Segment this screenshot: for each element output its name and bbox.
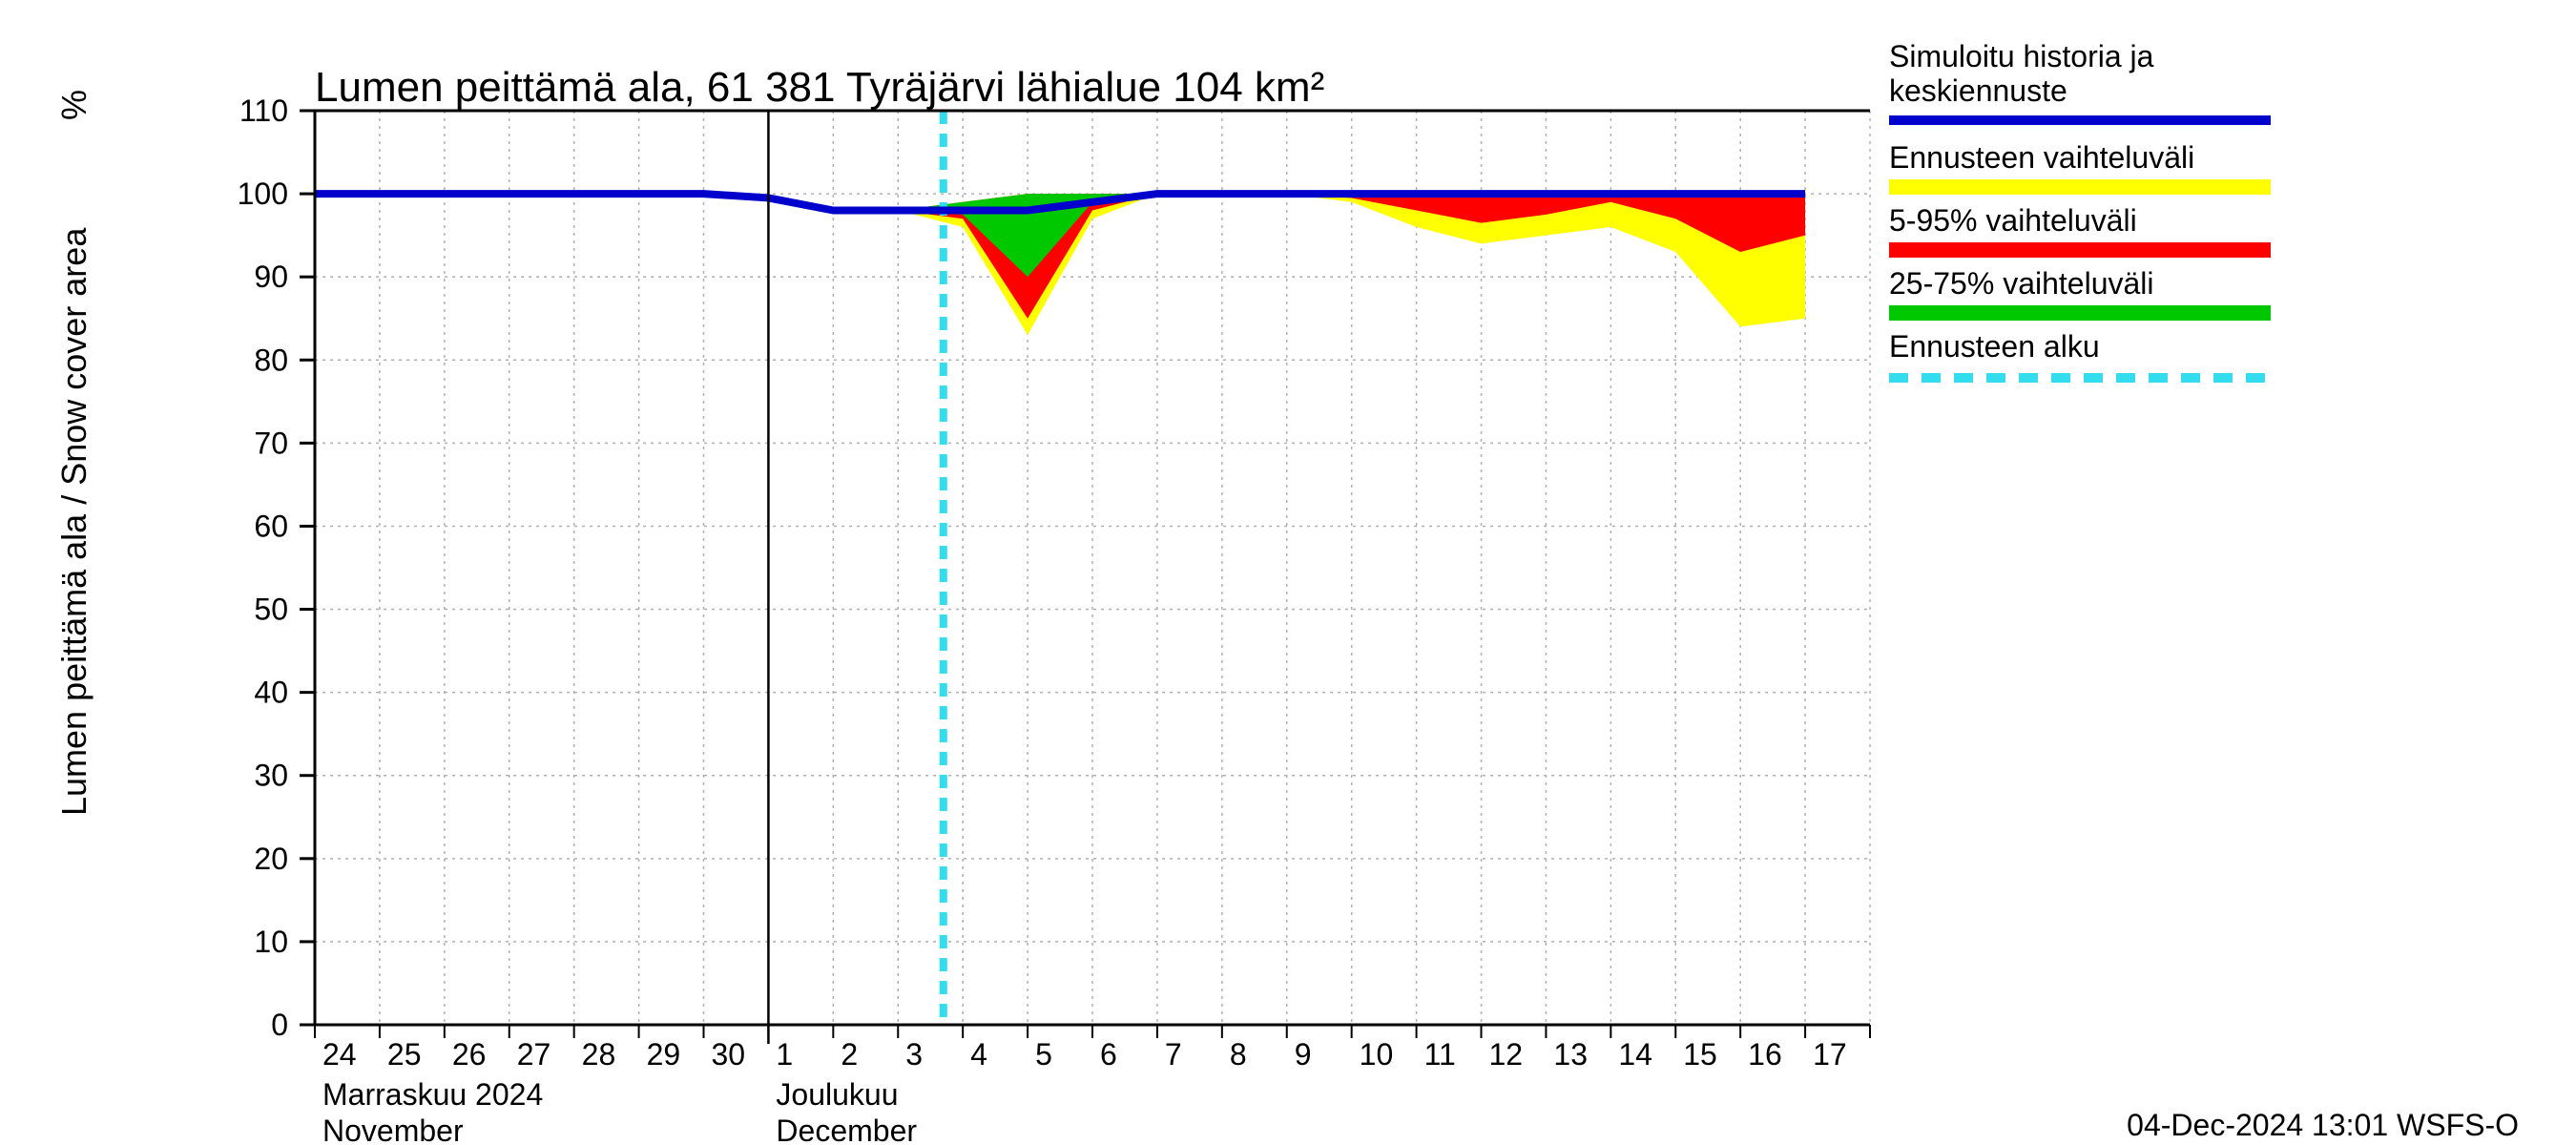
legend-red-label: 5-95% vaihteluväli bbox=[1889, 203, 2137, 238]
x-day-label: 16 bbox=[1748, 1037, 1782, 1072]
x-day-label: 1 bbox=[776, 1037, 793, 1072]
x-day-label: 26 bbox=[452, 1037, 487, 1072]
y-tick-label: 50 bbox=[254, 593, 288, 627]
month-label-en: December bbox=[776, 1114, 917, 1145]
x-day-label: 24 bbox=[322, 1037, 357, 1072]
x-day-label: 15 bbox=[1683, 1037, 1717, 1072]
y-tick-label: 80 bbox=[254, 343, 288, 377]
legend-forecast-label: Ennusteen alku bbox=[1889, 329, 2100, 364]
x-day-label: 8 bbox=[1230, 1037, 1247, 1072]
footer-timestamp: 04-Dec-2024 13:01 WSFS-O bbox=[2127, 1108, 2519, 1142]
legend-yellow-swatch bbox=[1889, 179, 2271, 195]
x-day-label: 3 bbox=[905, 1037, 923, 1072]
month-label-fi: Marraskuu 2024 bbox=[322, 1077, 543, 1112]
y-axis-unit: % bbox=[54, 90, 93, 120]
x-day-label: 17 bbox=[1813, 1037, 1847, 1072]
y-tick-label: 60 bbox=[254, 509, 288, 543]
x-day-label: 13 bbox=[1553, 1037, 1588, 1072]
y-tick-label: 110 bbox=[239, 94, 288, 128]
y-axis-label: Lumen peittämä ala / Snow cover area bbox=[54, 227, 93, 816]
legend-green-swatch bbox=[1889, 305, 2271, 321]
x-day-label: 4 bbox=[970, 1037, 987, 1072]
month-label-fi: Joulukuu bbox=[776, 1077, 898, 1112]
month-label-en: November bbox=[322, 1114, 464, 1145]
x-day-label: 6 bbox=[1100, 1037, 1117, 1072]
legend-green-label: 25-75% vaihteluväli bbox=[1889, 266, 2154, 301]
x-day-label: 7 bbox=[1165, 1037, 1182, 1072]
x-day-label: 30 bbox=[712, 1037, 746, 1072]
y-tick-label: 90 bbox=[254, 260, 288, 294]
y-tick-label: 30 bbox=[254, 759, 288, 793]
x-day-label: 10 bbox=[1360, 1037, 1394, 1072]
x-day-label: 2 bbox=[841, 1037, 858, 1072]
y-tick-label: 40 bbox=[254, 676, 288, 710]
x-day-label: 25 bbox=[387, 1037, 422, 1072]
x-day-label: 12 bbox=[1489, 1037, 1524, 1072]
chart-title: Lumen peittämä ala, 61 381 Tyräjärvi läh… bbox=[315, 64, 1324, 111]
x-day-label: 5 bbox=[1035, 1037, 1052, 1072]
x-day-label: 9 bbox=[1295, 1037, 1312, 1072]
x-day-label: 11 bbox=[1424, 1037, 1456, 1072]
x-day-label: 29 bbox=[647, 1037, 681, 1072]
x-day-label: 14 bbox=[1618, 1037, 1652, 1072]
snow-cover-chart: 0102030405060708090100110242526272829301… bbox=[0, 0, 2576, 1145]
y-tick-label: 0 bbox=[271, 1008, 288, 1042]
legend-red-swatch bbox=[1889, 242, 2271, 258]
y-tick-label: 100 bbox=[238, 177, 288, 211]
chart-container: 0102030405060708090100110242526272829301… bbox=[0, 0, 2576, 1145]
legend-blue-label-1: Simuloitu historia ja bbox=[1889, 39, 2154, 73]
x-day-label: 27 bbox=[517, 1037, 551, 1072]
plot-area bbox=[315, 111, 1870, 1025]
legend-blue-label-2: keskiennuste bbox=[1889, 73, 2067, 108]
x-day-label: 28 bbox=[582, 1037, 616, 1072]
y-tick-label: 20 bbox=[254, 842, 288, 876]
y-tick-label: 70 bbox=[254, 426, 288, 460]
legend-yellow-label: Ennusteen vaihteluväli bbox=[1889, 140, 2194, 175]
y-tick-label: 10 bbox=[254, 925, 288, 959]
